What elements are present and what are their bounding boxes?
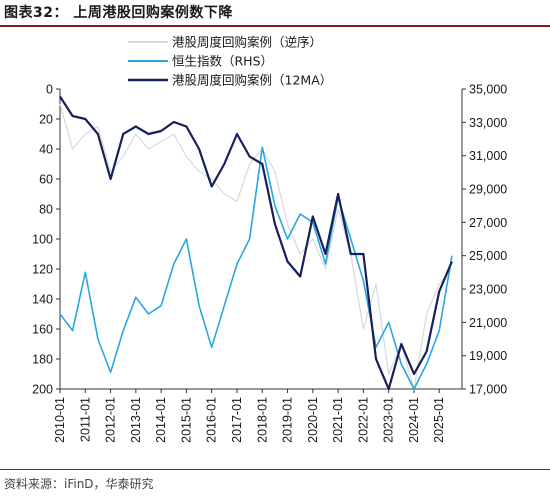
series-line-2 bbox=[59, 146, 453, 390]
x-tick-label: 2015-01 bbox=[179, 397, 193, 443]
x-tick-label: 2016-01 bbox=[205, 397, 219, 443]
x-tick-label: 2024-01 bbox=[407, 397, 421, 443]
left-tick-label: 140 bbox=[32, 293, 53, 307]
x-tick-label: 2010-01 bbox=[53, 397, 67, 443]
left-tick-label: 200 bbox=[32, 383, 53, 397]
x-tick-label: 2012-01 bbox=[104, 397, 118, 443]
chart-title: 图表32： 上周港股回购案例数下降 bbox=[4, 5, 233, 21]
left-tick-label: 80 bbox=[39, 203, 53, 217]
x-tick-label: 2021-01 bbox=[331, 397, 345, 443]
x-tick-label: 2017-01 bbox=[230, 397, 244, 443]
x-tick-label: 2020-01 bbox=[306, 397, 320, 443]
right-tick-label: 19,000 bbox=[469, 349, 507, 363]
right-tick-label: 31,000 bbox=[469, 149, 507, 163]
series-line-3 bbox=[59, 95, 453, 391]
footer-divider bbox=[0, 469, 550, 470]
left-tick-label: 60 bbox=[39, 173, 53, 187]
x-tick-label: 2023-01 bbox=[382, 397, 396, 443]
right-tick-label: 27,000 bbox=[469, 216, 507, 230]
left-tick-label: 120 bbox=[32, 263, 53, 277]
x-tick-label: 2019-01 bbox=[281, 397, 295, 443]
left-tick-label: 40 bbox=[39, 143, 53, 157]
x-tick-label: 2011-01 bbox=[78, 397, 92, 442]
x-tick-label: 2025-01 bbox=[432, 397, 446, 443]
x-tick-label: 2014-01 bbox=[154, 397, 168, 443]
left-tick-label: 100 bbox=[32, 233, 53, 247]
x-tick-label: 2018-01 bbox=[255, 397, 269, 443]
right-tick-label: 33,000 bbox=[469, 116, 507, 130]
legend-label: 港股周度回购案例（逆序） bbox=[172, 35, 322, 50]
left-tick-label: 180 bbox=[32, 353, 53, 367]
legend-label: 港股周度回购案例（12MA） bbox=[172, 73, 332, 88]
left-tick-label: 20 bbox=[39, 113, 53, 127]
right-tick-label: 35,000 bbox=[469, 83, 507, 97]
left-tick-label: 160 bbox=[32, 323, 53, 337]
chart: 0 20 40 60 80 100 120 140 160 180 200 35,000 33,000 3… bbox=[32, 30, 508, 443]
legend-label: 恒生指数（RHS） bbox=[172, 54, 273, 69]
x-tick-label: 2022-01 bbox=[356, 397, 370, 443]
right-tick-label: 21,000 bbox=[469, 316, 507, 330]
right-tick-label: 17,000 bbox=[469, 383, 507, 397]
left-tick-label: 0 bbox=[46, 83, 53, 97]
right-tick-label: 25,000 bbox=[469, 249, 507, 263]
right-tick-label: 29,000 bbox=[469, 183, 507, 197]
source-note: 资料来源：iFinD，华泰研究 bbox=[4, 477, 154, 491]
legend-box bbox=[118, 30, 368, 88]
title-underline bbox=[0, 25, 550, 27]
series-line-1 bbox=[59, 103, 453, 390]
x-tick-label: 2013-01 bbox=[129, 397, 143, 443]
right-tick-label: 23,000 bbox=[469, 283, 507, 297]
